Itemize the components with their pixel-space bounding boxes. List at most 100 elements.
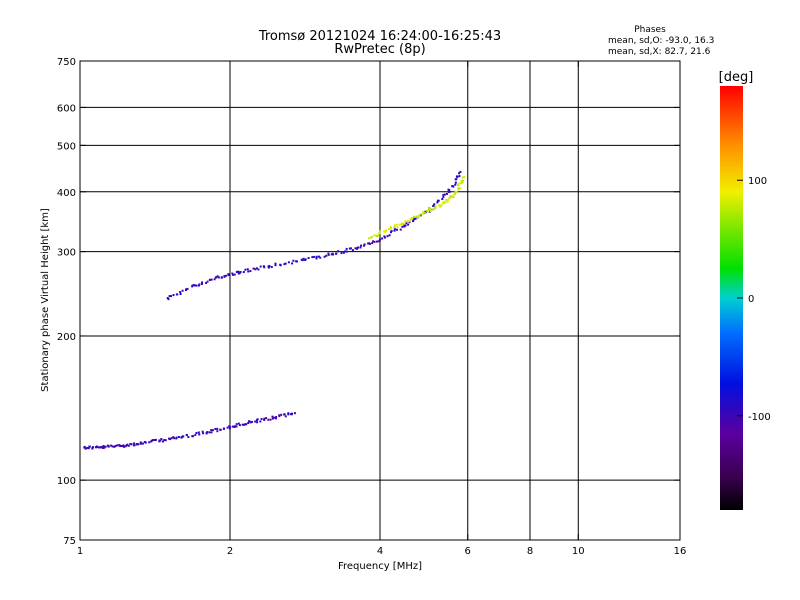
data-point	[99, 446, 102, 449]
trace-point	[442, 193, 445, 196]
trace-point	[425, 209, 428, 212]
trace-point	[195, 431, 198, 434]
trace-point	[274, 262, 277, 265]
trace-point	[388, 234, 391, 237]
trace-point	[373, 234, 376, 237]
trace-point	[362, 244, 365, 247]
trace-point	[102, 446, 105, 449]
trace-point	[133, 442, 136, 445]
trace-point	[287, 413, 290, 416]
trace-point	[390, 230, 393, 233]
data-point	[409, 218, 412, 221]
trace-point	[413, 215, 416, 218]
trace-point	[130, 443, 133, 446]
trace-point	[187, 436, 190, 439]
trace-point	[110, 444, 113, 447]
trace-point	[173, 437, 176, 440]
trace-point	[141, 442, 144, 445]
trace-point	[169, 438, 172, 441]
trace-point	[163, 439, 166, 442]
trace-point	[457, 186, 460, 189]
trace-point	[256, 421, 259, 424]
trace-point	[195, 284, 198, 287]
trace-point	[201, 281, 204, 284]
trace-point	[433, 205, 436, 208]
trace-point	[231, 425, 234, 428]
trace-point	[454, 190, 457, 193]
data-point	[166, 297, 169, 300]
trace-point	[354, 247, 357, 250]
trace-point	[179, 293, 182, 296]
colorbar-tick-label: 100	[748, 176, 767, 187]
trace-point	[216, 430, 219, 433]
trace-point	[389, 226, 392, 229]
trace-point	[248, 420, 251, 423]
trace-point	[263, 266, 266, 269]
trace-point	[420, 213, 423, 216]
trace-point	[182, 435, 185, 438]
trace-point	[335, 252, 338, 255]
trace-point	[87, 447, 90, 450]
data-point	[239, 270, 242, 273]
trace-point	[144, 441, 147, 444]
data-point	[293, 412, 296, 415]
trace-point	[379, 230, 382, 233]
trace-point	[198, 433, 201, 436]
trace-point	[452, 194, 455, 197]
trace-point	[458, 182, 461, 185]
trace-point	[102, 445, 105, 448]
trace-point	[104, 445, 107, 448]
trace-point	[393, 228, 396, 231]
trace-point	[461, 181, 464, 184]
trace-point	[257, 268, 260, 271]
x-tick-label: 8	[527, 546, 533, 557]
trace-point	[437, 199, 440, 202]
trace-point	[387, 228, 390, 231]
trace-point	[197, 284, 200, 287]
data-point	[272, 416, 275, 419]
trace-point	[170, 295, 173, 298]
trace-point	[448, 189, 451, 192]
trace-point	[126, 443, 129, 446]
trace-point	[260, 418, 263, 421]
data-point	[206, 431, 209, 434]
phases-line-x: mean, sd,X: 82.7, 21.6	[608, 47, 711, 57]
trace-point	[424, 212, 427, 215]
trace-point	[389, 231, 392, 234]
trace-point	[91, 447, 94, 450]
x-tick-label: 1	[77, 546, 83, 557]
trace-point	[271, 417, 274, 420]
y-axis-label: Stationary phase Virtual Height [km]	[40, 208, 51, 392]
trace-point	[418, 215, 421, 218]
trace-point	[407, 220, 410, 223]
trace-point	[445, 192, 448, 195]
trace-point	[451, 185, 454, 188]
chart-title: Tromsø 20121024 16:24:00-16:25:43	[258, 29, 501, 44]
trace-point	[287, 412, 290, 415]
trace-point	[238, 272, 241, 275]
trace-point	[429, 210, 432, 213]
trace-point	[225, 274, 228, 277]
trace-point	[167, 298, 170, 301]
trace-point	[201, 430, 204, 433]
trace-point	[359, 246, 362, 249]
trace-point	[235, 270, 238, 273]
trace-point	[399, 223, 402, 226]
trace-point	[113, 445, 116, 448]
trace-point	[148, 441, 151, 444]
y-tick-label: 75	[63, 536, 76, 547]
trace-point	[395, 228, 398, 231]
trace-point	[249, 270, 252, 273]
trace-point	[332, 253, 335, 256]
trace-point	[129, 442, 132, 445]
trace-point	[235, 425, 238, 428]
trace-point	[452, 185, 455, 188]
trace-point	[376, 235, 379, 238]
trace-point	[237, 422, 240, 425]
trace-point	[123, 445, 126, 448]
trace-point	[162, 440, 165, 443]
trace-point	[413, 218, 416, 221]
trace-point	[216, 427, 219, 430]
trace-point	[405, 222, 408, 225]
trace-point	[445, 198, 448, 201]
